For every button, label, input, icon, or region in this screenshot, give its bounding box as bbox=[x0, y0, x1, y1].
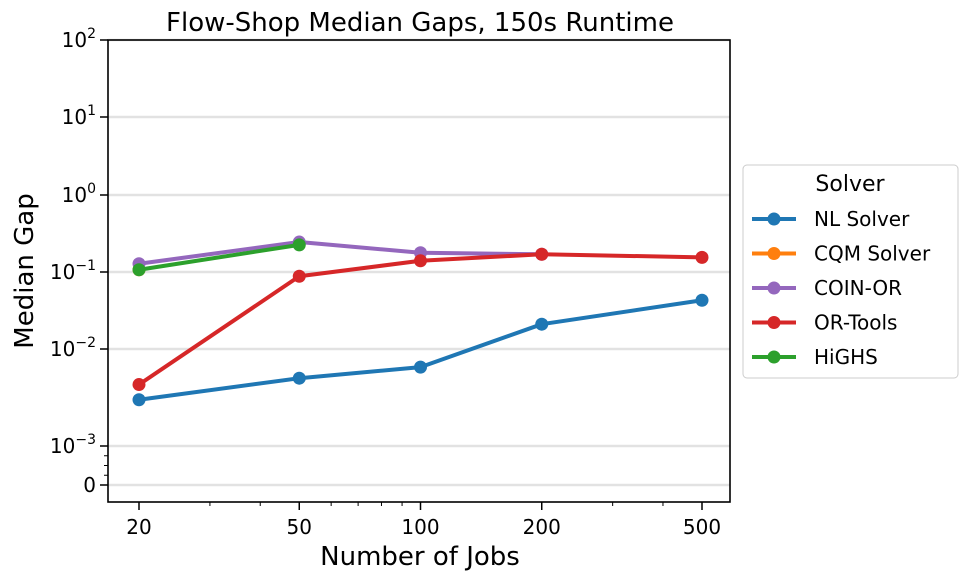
data-point-nl-solver bbox=[132, 393, 146, 407]
legend-marker bbox=[767, 350, 781, 364]
data-point-or-tools bbox=[132, 378, 146, 392]
y-tick-label: 10−1 bbox=[50, 258, 96, 284]
data-point-nl-solver bbox=[535, 317, 549, 331]
legend-label: COIN-OR bbox=[814, 276, 902, 300]
legend-marker bbox=[767, 212, 781, 226]
plot-frame bbox=[107, 39, 731, 503]
legend-title: Solver bbox=[815, 172, 885, 197]
x-axis-label: Number of Jobs bbox=[320, 542, 520, 572]
legend-marker bbox=[767, 281, 781, 295]
legend-label: CQM Solver bbox=[814, 242, 931, 266]
data-point-highs bbox=[292, 238, 306, 252]
data-point-highs bbox=[132, 263, 146, 277]
x-tick-label: 200 bbox=[523, 515, 561, 539]
y-tick-label: 100 bbox=[62, 181, 96, 207]
data-point-or-tools bbox=[695, 250, 709, 264]
y-tick-label: 0 bbox=[83, 473, 96, 497]
y-tick-label: 102 bbox=[62, 26, 96, 52]
legend-marker bbox=[767, 316, 781, 329]
legend-box bbox=[742, 164, 959, 379]
y-tick-label: 10−3 bbox=[50, 432, 96, 458]
data-point-nl-solver bbox=[414, 360, 427, 374]
data-point-nl-solver bbox=[695, 293, 709, 307]
chart-title: Flow-Shop Median Gaps, 150s Runtime bbox=[166, 8, 674, 38]
x-tick-label: 100 bbox=[401, 515, 439, 539]
legend-marker bbox=[767, 247, 781, 260]
legend-label: NL Solver bbox=[814, 207, 910, 231]
legend-label: OR-Tools bbox=[814, 311, 897, 335]
x-tick-label: 20 bbox=[126, 515, 151, 539]
x-axis: 20 50 100 200 500 bbox=[126, 502, 721, 539]
series-layer bbox=[132, 235, 709, 407]
x-tick-label: 500 bbox=[683, 515, 721, 539]
legend: Solver NL Solver CQM Solver COIN-OR OR-Tool… bbox=[742, 164, 959, 379]
data-point-or-tools bbox=[535, 247, 549, 261]
y-axis: 0 10−3 10−2 10−1 100 101 102 bbox=[50, 26, 108, 497]
y-axis-label: Median Gap bbox=[10, 193, 40, 348]
data-point-or-tools bbox=[414, 254, 427, 268]
data-point-nl-solver bbox=[292, 371, 306, 385]
data-point-or-tools bbox=[292, 269, 306, 283]
legend-label: HiGHS bbox=[814, 345, 878, 369]
x-tick-label: 50 bbox=[287, 515, 312, 539]
y-tick-label: 101 bbox=[62, 103, 96, 129]
y-tick-label: 10−2 bbox=[50, 335, 96, 361]
series-line-coin-or bbox=[138, 240, 542, 266]
series-line-highs bbox=[138, 242, 300, 272]
